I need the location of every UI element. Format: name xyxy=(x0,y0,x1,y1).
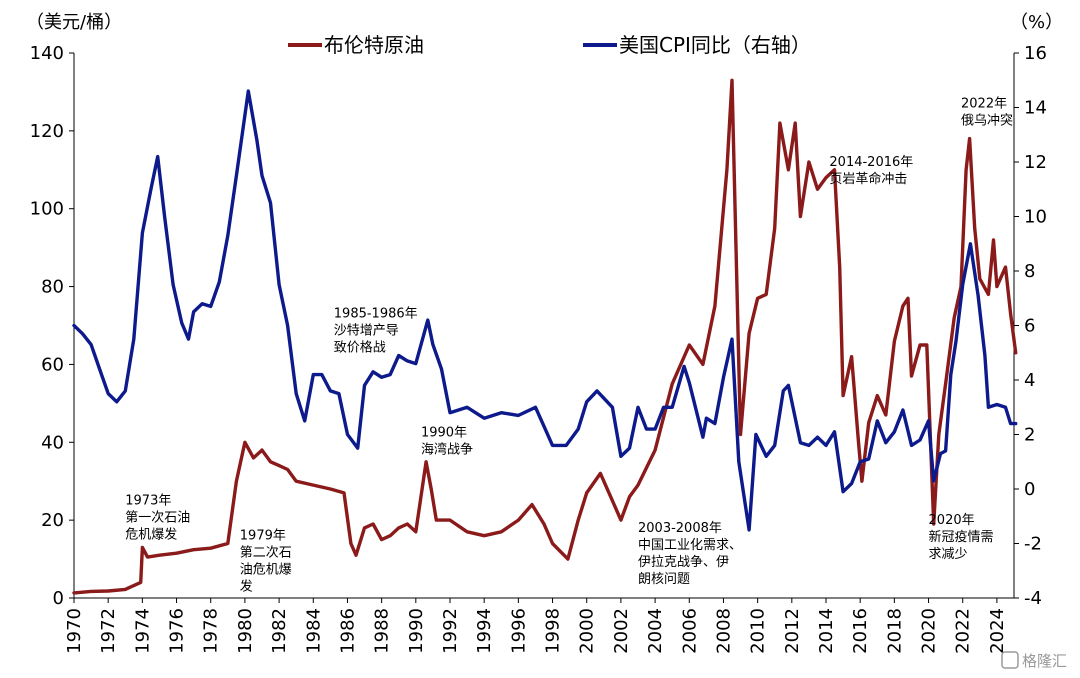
annotation-line: 页岩革命冲击 xyxy=(829,171,907,187)
x-tick-label: 2022 xyxy=(953,608,974,654)
annotation-line: 第二次石 xyxy=(240,545,292,561)
annotation-line: 俄乌冲突 xyxy=(961,113,1013,129)
watermark-logo-icon xyxy=(1001,651,1019,669)
x-tick-label: 2018 xyxy=(884,608,905,654)
left-tick-label: 100 xyxy=(30,199,64,220)
annotation-line: 伊拉克战争、伊 xyxy=(638,555,729,570)
right-tick-label: 14 xyxy=(1024,98,1047,119)
x-tick-label: 2008 xyxy=(713,608,734,654)
x-tick-label: 1976 xyxy=(167,608,188,654)
left-tick-label: 0 xyxy=(53,588,64,609)
right-tick-label: -4 xyxy=(1024,588,1042,609)
annotation-line: 1973年 xyxy=(125,494,171,509)
axes: 0 20 40 60 80 100 120 140 -4 -2 0 2 4 6 8 10 12 14 16 1970 1… xyxy=(30,43,1047,654)
x-tick-label: 1994 xyxy=(474,608,495,654)
legend-label-1: 布伦特原油 xyxy=(324,33,424,57)
annotation-line: 2003-2008年 xyxy=(638,521,722,536)
x-tick-label: 2004 xyxy=(645,608,666,654)
annotation-line: 1990年 xyxy=(421,425,467,440)
annotation-line: 新冠疫情需 xyxy=(929,529,994,545)
right-axis-unit: （%） xyxy=(1010,12,1063,33)
annotation-line: 朗核问题 xyxy=(638,572,690,587)
x-tick-label: 2024 xyxy=(987,608,1008,654)
x-tick-label: 2014 xyxy=(816,608,837,654)
x-tick-label: 1998 xyxy=(543,608,564,654)
right-tick-label: -2 xyxy=(1024,534,1042,555)
left-tick-label: 60 xyxy=(41,354,64,375)
right-tick-label: 4 xyxy=(1024,370,1035,391)
x-tick-label: 1990 xyxy=(406,608,427,654)
annotation-line: 2014-2016年 xyxy=(829,155,913,170)
x-tick-label: 2000 xyxy=(577,608,598,654)
right-tick-label: 2 xyxy=(1024,425,1035,446)
annotation-line: 油危机爆 xyxy=(240,563,292,578)
annotation-line: 致价格战 xyxy=(334,340,386,356)
right-tick-label: 6 xyxy=(1024,316,1035,337)
right-tick-label: 8 xyxy=(1024,261,1035,282)
annotation-line: 危机爆发 xyxy=(125,527,177,543)
x-tick-label: 1970 xyxy=(64,608,85,654)
legend-label-2: 美国CPI同比（右轴） xyxy=(619,33,811,57)
right-tick-label: 0 xyxy=(1024,479,1035,500)
x-tick-label: 1992 xyxy=(440,608,461,654)
left-tick-label: 80 xyxy=(41,277,64,298)
watermark-text: 格隆汇 xyxy=(1022,652,1067,670)
x-tick-label: 1974 xyxy=(132,608,153,654)
right-tick-label: 12 xyxy=(1024,152,1047,173)
x-tick-label: 2002 xyxy=(611,608,632,654)
series-line-2 xyxy=(72,89,1018,532)
annotation-line: 沙特增产导 xyxy=(334,324,399,339)
x-tick-label: 1972 xyxy=(98,608,119,654)
x-tick-label: 2020 xyxy=(919,608,940,654)
series-layer xyxy=(72,78,1018,595)
annotation-line: 2020年 xyxy=(929,513,975,528)
left-tick-label: 40 xyxy=(41,432,64,453)
right-tick-label: 16 xyxy=(1024,43,1047,64)
x-tick-label: 1996 xyxy=(508,608,529,654)
watermark: 格隆汇 xyxy=(1001,651,1067,670)
series-line-1 xyxy=(72,78,1018,595)
annotation-line: 1979年 xyxy=(240,529,286,544)
x-tick-label: 2016 xyxy=(850,608,871,654)
right-tick-label: 10 xyxy=(1024,207,1047,228)
left-tick-label: 140 xyxy=(30,43,64,64)
annotation-line: 2022年 xyxy=(961,97,1007,112)
annotation-line: 发 xyxy=(240,579,253,595)
x-tick-label: 1982 xyxy=(269,608,290,654)
x-tick-label: 1984 xyxy=(303,608,324,654)
x-tick-label: 2006 xyxy=(679,608,700,654)
x-tick-label: 1980 xyxy=(235,608,256,654)
left-tick-label: 120 xyxy=(30,121,64,142)
annotation-line: 求减少 xyxy=(929,547,968,562)
annotation-line: 海湾战争 xyxy=(421,441,473,457)
x-tick-label: 1988 xyxy=(372,608,393,654)
annotation-line: 1985-1986年 xyxy=(334,307,418,322)
left-axis-unit: （美元/桶） xyxy=(26,12,122,33)
x-tick-label: 1986 xyxy=(337,608,358,654)
annotation-line: 中国工业化需求、 xyxy=(638,538,742,553)
annotation-line: 第一次石油 xyxy=(125,510,190,526)
x-tick-label: 2012 xyxy=(782,608,803,654)
x-tick-label: 1978 xyxy=(201,608,222,654)
left-tick-label: 20 xyxy=(41,510,64,531)
x-tick-label: 2010 xyxy=(748,608,769,654)
legend: 布伦特原油 美国CPI同比（右轴） xyxy=(288,33,811,57)
